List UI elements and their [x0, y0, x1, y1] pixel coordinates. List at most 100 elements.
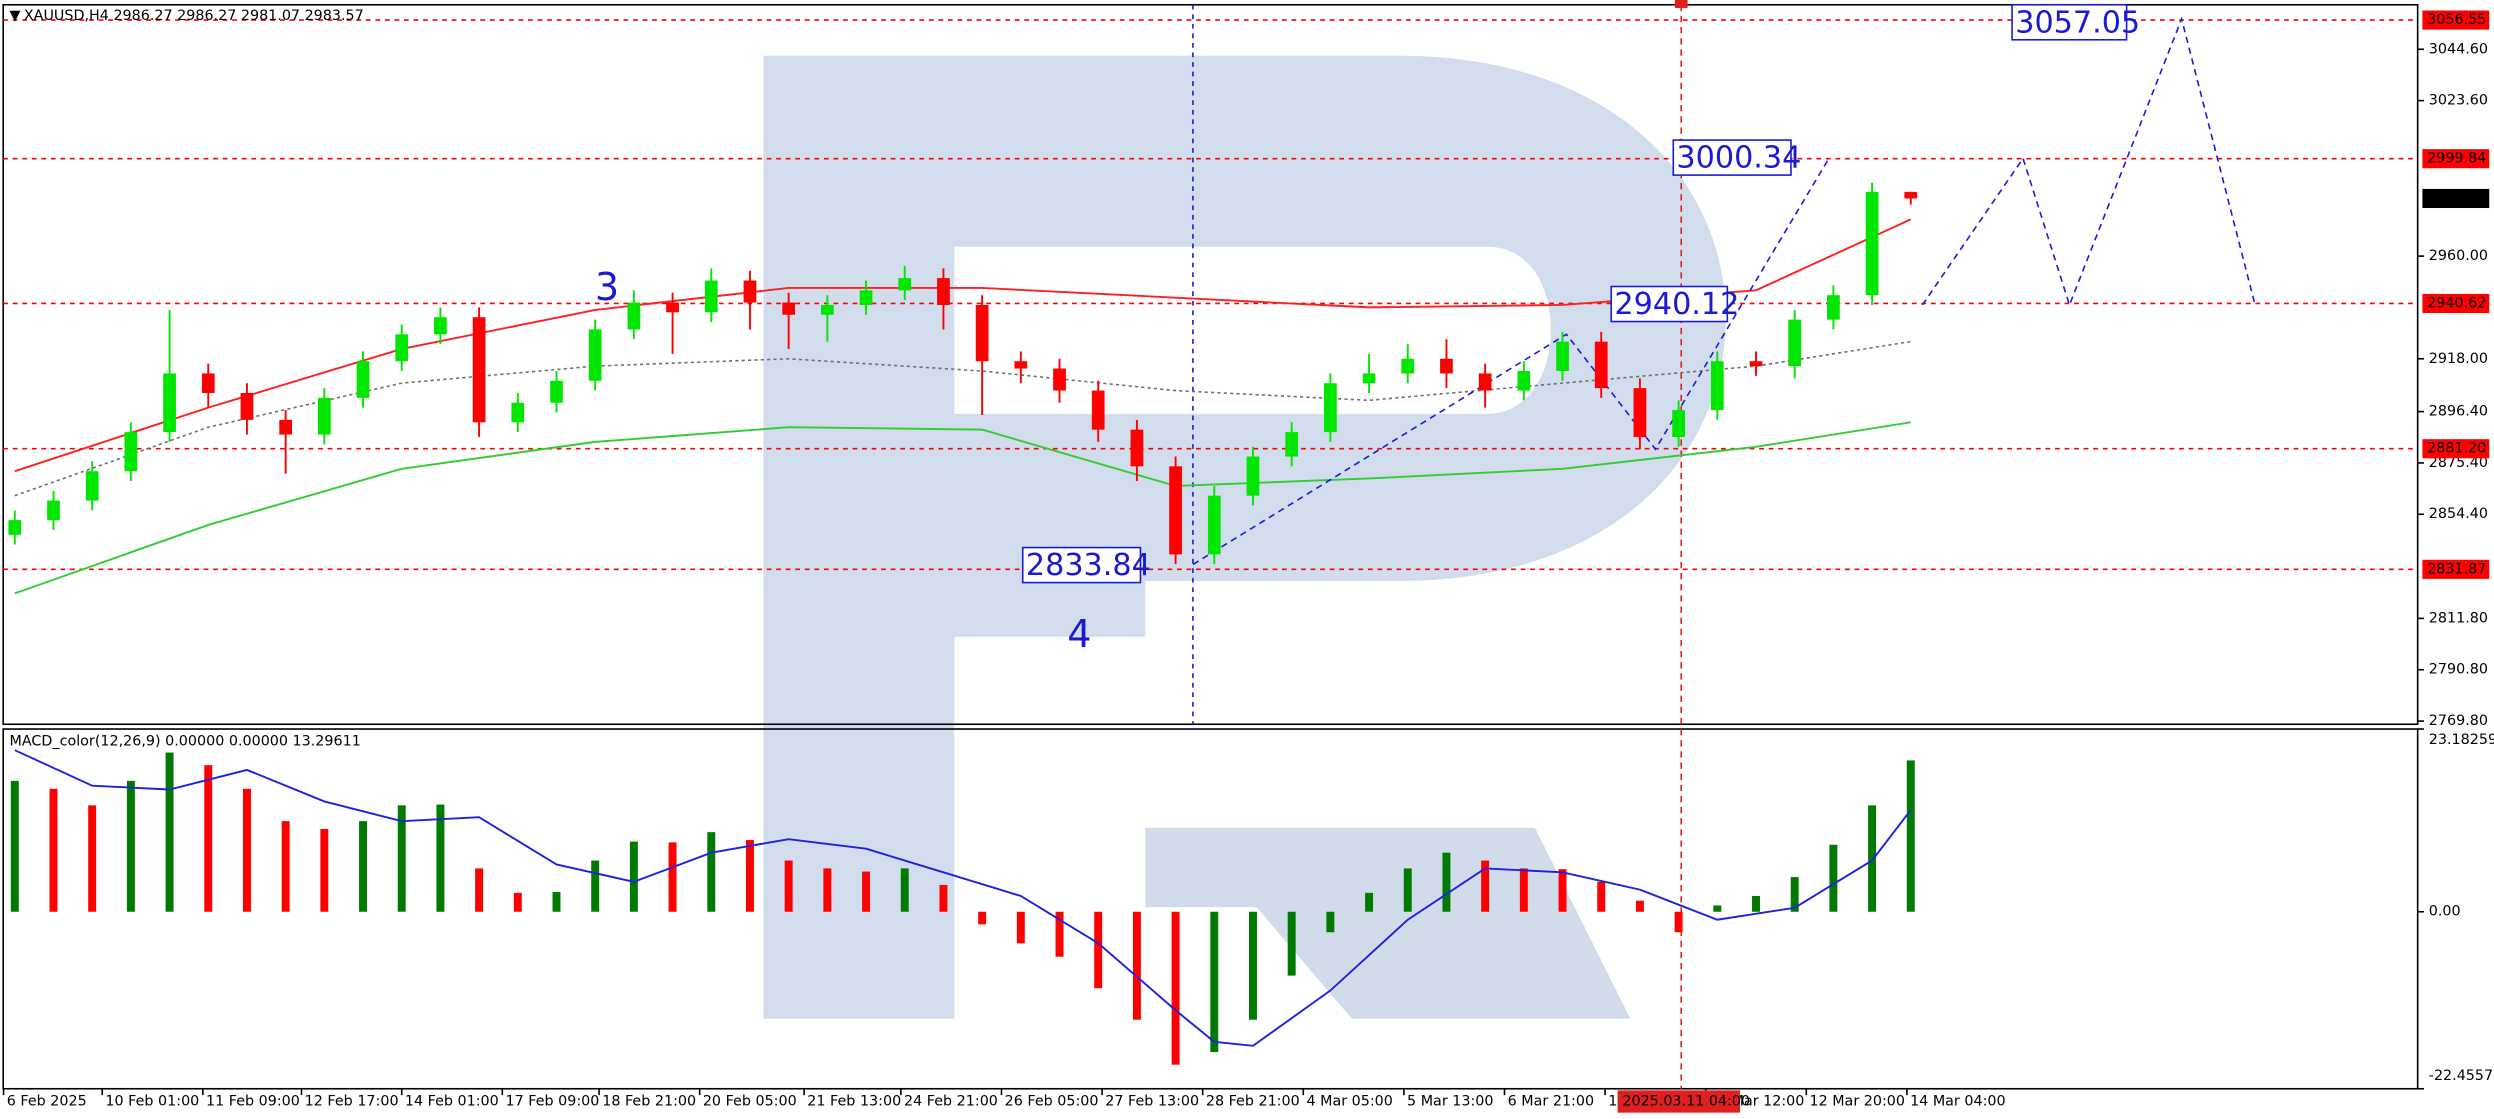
macd-bar: [707, 832, 716, 912]
candle-body: [472, 317, 486, 423]
macd-bar: [1906, 760, 1915, 912]
x-tick-label: 26 Feb 05:00: [1005, 1093, 1099, 1109]
candle-body: [1788, 319, 1802, 367]
candle-body: [820, 304, 834, 315]
candle-body: [240, 392, 254, 420]
macd-bar: [1365, 892, 1374, 912]
level-label: 2831.87: [2427, 561, 2486, 577]
candle-body: [1672, 410, 1685, 437]
candle-body: [511, 402, 525, 423]
level-label-box: [2422, 559, 2490, 579]
candle-body: [317, 397, 331, 435]
candle-body: [1710, 361, 1724, 411]
macd-bar: [1481, 860, 1490, 912]
candle-body: [1130, 429, 1144, 467]
annotation: 3057.05: [2015, 5, 2140, 40]
level-label-box: [2422, 149, 2490, 169]
candle-body: [201, 373, 215, 393]
annotation-box: [1672, 139, 1792, 176]
macd-bar: [745, 840, 754, 912]
macd-bar: [668, 842, 677, 912]
macd-bar: [862, 871, 871, 912]
candle-body: [1556, 341, 1569, 371]
candle-body: [8, 520, 22, 535]
macd-bar: [475, 868, 484, 912]
macd-bar: [978, 911, 987, 925]
y-tick-label: 2811.80: [2429, 610, 2488, 626]
x-tick-label: 14 Feb 01:00: [405, 1093, 499, 1109]
candle-body: [124, 432, 138, 472]
level-label: 2940.62: [2427, 295, 2486, 311]
candle-body: [1014, 361, 1028, 369]
candle-body: [1440, 358, 1453, 374]
candle-body: [937, 278, 950, 305]
x-tick-label: 28 Feb 21:00: [1206, 1093, 1300, 1109]
x-tick-label: 4 Mar 05:00: [1306, 1093, 1392, 1109]
candle-body: [434, 317, 447, 335]
macd-bar: [1326, 911, 1335, 933]
level-label: 2881.20: [2427, 441, 2486, 457]
macd-bar: [1132, 911, 1141, 1020]
macd-bar: [900, 868, 909, 912]
x-tick-label: 20 Feb 05:00: [703, 1093, 797, 1109]
level-label: 2999.84: [2427, 151, 2486, 167]
candle-body: [1517, 370, 1531, 391]
candle-body: [1053, 368, 1066, 391]
last-price-label: 2983.57: [2427, 190, 2486, 206]
candle-body: [782, 302, 796, 315]
candle-body: [1324, 383, 1337, 433]
watermark-leg: [1145, 827, 1631, 1019]
y-tick-label: -22.45577: [2429, 1068, 2494, 1084]
y-tick-label: 2790.80: [2429, 662, 2488, 678]
macd-bar: [1868, 805, 1877, 912]
macd-bar: [281, 821, 290, 912]
x-tick-label: 6 Mar 21:00: [1508, 1093, 1594, 1109]
candle-body: [1401, 358, 1415, 374]
macd-bar: [1597, 881, 1606, 912]
level-label-box: [2422, 293, 2490, 314]
x-tick-label: 11 Feb 09:00: [206, 1093, 300, 1109]
annotation: 3: [595, 266, 619, 310]
candle-body: [975, 304, 989, 362]
macd-bar: [1635, 900, 1644, 912]
candle-body: [47, 500, 60, 521]
candle-body: [627, 302, 641, 330]
annotation-box: [1021, 546, 1142, 584]
macd-bar: [1713, 905, 1722, 912]
macd-bar: [49, 788, 58, 912]
x-tick-label: 5 Mar 13:00: [1407, 1093, 1493, 1109]
macd-bar: [823, 868, 832, 912]
candle-body: [743, 280, 757, 303]
macd-bar: [1094, 911, 1103, 989]
x-tick-label: 10 Feb 01:00: [105, 1093, 199, 1109]
header: XAUUSD,H4 2986.27 2986.27 2981.07 2983.5…: [24, 8, 364, 24]
candle-body: [666, 302, 679, 313]
y-tick-label: 2896.40: [2429, 404, 2488, 420]
y-tick-label: 2918.00: [2429, 351, 2488, 367]
x-tick-label: 12 Feb 17:00: [305, 1093, 399, 1109]
annotation: 3000.34: [1676, 141, 1801, 176]
macd-bar: [1287, 911, 1296, 976]
macd-bar: [1055, 911, 1064, 957]
last-price-box: [2422, 188, 2490, 209]
x-tick-label: 21 Feb 13:00: [807, 1093, 901, 1109]
candle-body: [395, 334, 409, 362]
macd-title: MACD_color(12,26,9) 0.00000 0.00000 13.2…: [10, 734, 361, 750]
macd-bar: [784, 860, 793, 912]
macd-bar: [1171, 911, 1180, 1065]
candle-body: [1362, 373, 1376, 384]
level-label: 3056.55: [2427, 12, 2486, 28]
x-tick-label: 12 Mar 20:00: [1809, 1093, 1905, 1109]
x-tick-label: 27 Feb 13:00: [1105, 1093, 1199, 1109]
annotation: 2833.84: [1026, 548, 1151, 583]
macd-bar: [1790, 877, 1799, 912]
indicator-line: [14, 421, 1911, 595]
x-tick-label: 24 Feb 21:00: [904, 1093, 998, 1109]
macd-pane-border: [2, 728, 2419, 1090]
macd-bar: [1519, 868, 1528, 912]
candle-body: [279, 419, 293, 435]
x-tick-label: 6 Feb 2025: [7, 1093, 87, 1109]
